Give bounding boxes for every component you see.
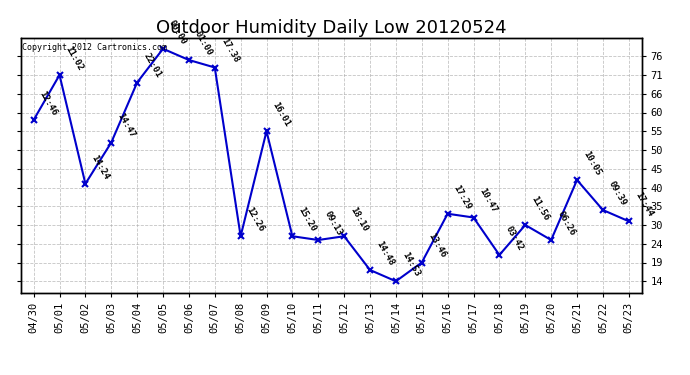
Text: 01:00: 01:00	[193, 30, 215, 57]
Text: 00:00: 00:00	[167, 18, 188, 46]
Text: 14:24: 14:24	[90, 153, 111, 181]
Text: 09:13: 09:13	[322, 210, 344, 237]
Text: 14:48: 14:48	[374, 240, 395, 267]
Title: Outdoor Humidity Daily Low 20120524: Outdoor Humidity Daily Low 20120524	[156, 20, 506, 38]
Text: 06:26: 06:26	[555, 210, 577, 237]
Text: 11:56: 11:56	[529, 195, 551, 222]
Text: 14:53: 14:53	[400, 251, 422, 279]
Text: 12:46: 12:46	[38, 90, 59, 117]
Text: 10:47: 10:47	[477, 187, 499, 215]
Text: 03:42: 03:42	[504, 225, 525, 252]
Text: 09:39: 09:39	[607, 180, 629, 207]
Text: 14:47: 14:47	[115, 112, 137, 140]
Text: 17:38: 17:38	[219, 37, 240, 65]
Text: 10:05: 10:05	[581, 150, 602, 177]
Text: 17:44: 17:44	[633, 191, 654, 219]
Text: 12:26: 12:26	[245, 206, 266, 234]
Text: 18:10: 18:10	[348, 206, 370, 234]
Text: 22:01: 22:01	[141, 52, 163, 80]
Text: 11:02: 11:02	[63, 45, 85, 72]
Text: 17:29: 17:29	[452, 183, 473, 211]
Text: 15:20: 15:20	[297, 206, 318, 234]
Text: 13:46: 13:46	[426, 232, 447, 260]
Text: 16:01: 16:01	[270, 101, 292, 129]
Text: Copyright 2012 Cartronics.com: Copyright 2012 Cartronics.com	[22, 43, 167, 52]
